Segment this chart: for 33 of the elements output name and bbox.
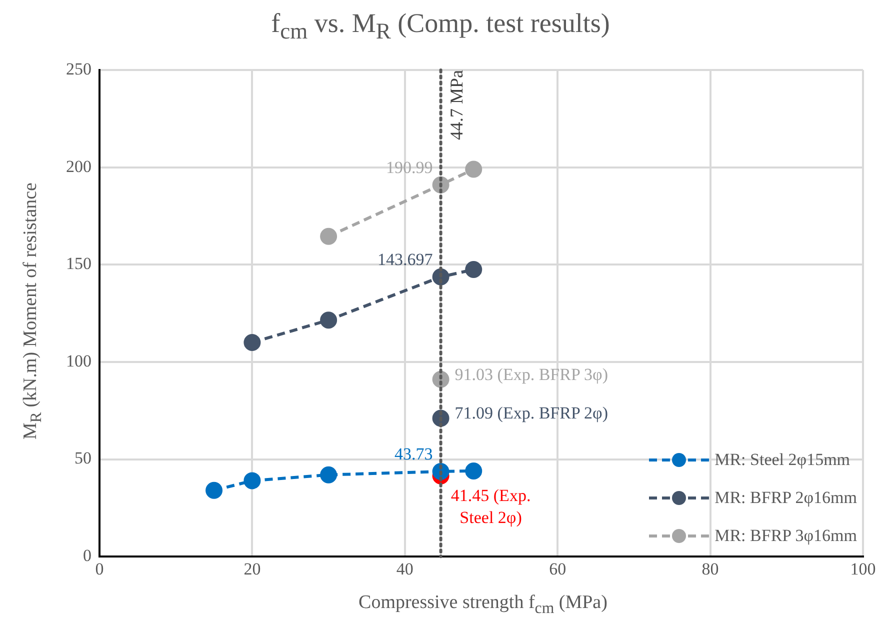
y-tick-label: 200 — [66, 156, 92, 176]
data-label: 43.73 — [394, 444, 433, 464]
point — [320, 312, 338, 329]
data-label: 143.697 — [378, 250, 434, 269]
point — [465, 160, 482, 178]
point — [465, 462, 482, 480]
x-tick-label: 20 — [244, 559, 261, 578]
data-label: 71.09 (Exp. BFRP 2φ) — [454, 404, 608, 423]
x-tick-label: 0 — [95, 559, 104, 578]
y-tick-label: 100 — [66, 351, 92, 370]
data-label: 190.99 — [386, 158, 433, 177]
legend-label: MR: BFRP 2φ16mm — [714, 488, 857, 508]
data-label: 91.03 (Exp. BFRP 3φ) — [454, 364, 608, 384]
data-label: 41.45 (Exp. Steel 2φ) — [450, 486, 531, 527]
y-tick-label: 50 — [74, 448, 92, 468]
ref-line-label: 44.7 MPa — [446, 70, 467, 140]
legend-label: MR: BFRP 3φ16mm — [714, 526, 857, 546]
x-tick-label: 80 — [702, 559, 719, 578]
point — [320, 466, 338, 484]
point — [465, 261, 482, 278]
y-tick-label: 250 — [66, 59, 92, 78]
chart-title: f$_{cm}$ vs. M$_{R}$ (Comp. test results) — [270, 8, 611, 44]
y-tick-label: 0 — [83, 546, 92, 566]
x-tick-label: 40 — [396, 559, 414, 578]
point — [206, 482, 223, 499]
x-tick-label: 100 — [850, 559, 876, 578]
point — [244, 334, 261, 351]
x-axis-title: Compressive strength f$_{cm}$ (MPa) — [358, 592, 608, 618]
point — [244, 472, 261, 490]
x-tick-label: 60 — [549, 559, 566, 578]
legend-label: MR: Steel 2φ15mm — [714, 450, 850, 470]
point — [320, 228, 338, 245]
y-tick-label: 150 — [66, 254, 92, 274]
